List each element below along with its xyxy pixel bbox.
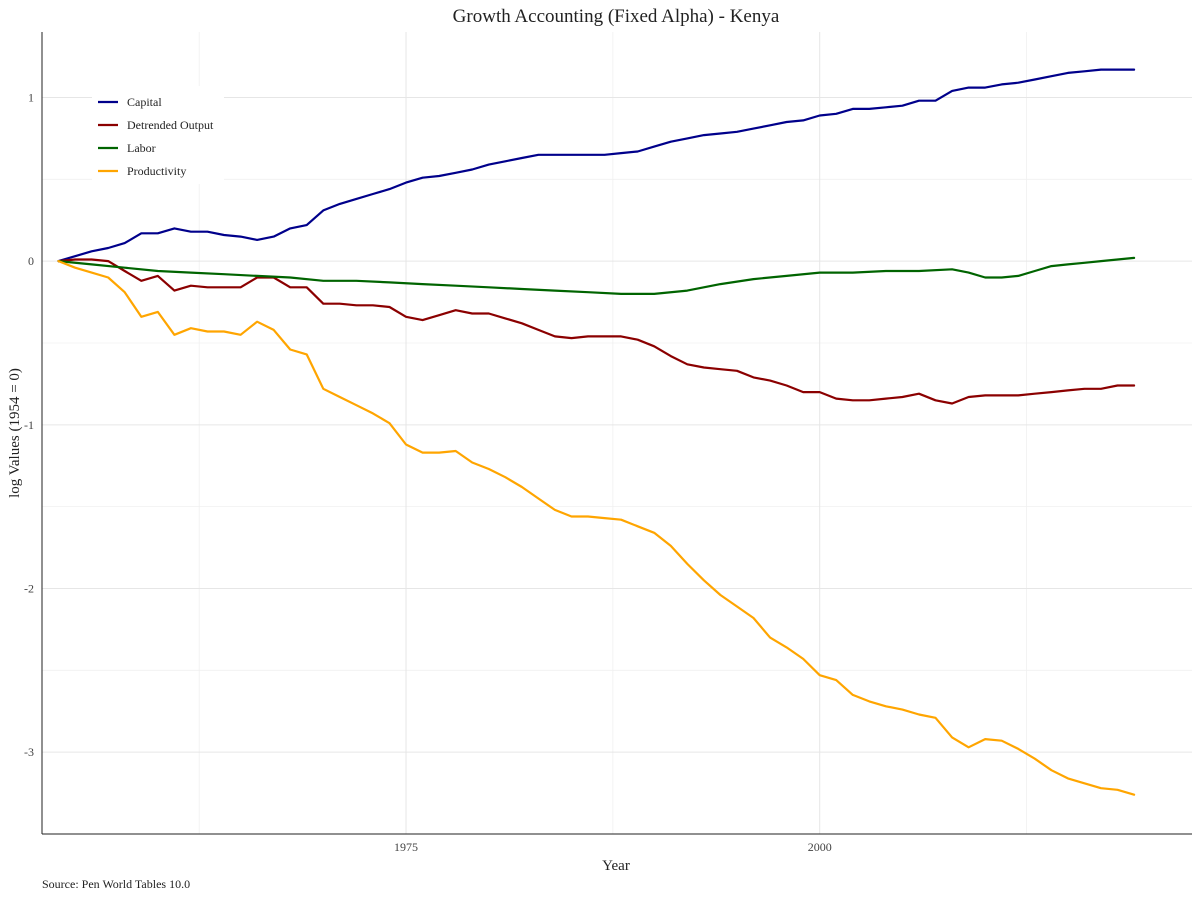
y-tick-label: -1 [24, 418, 34, 432]
x-tick-label: 1975 [394, 840, 418, 854]
series-line-capital [57, 68, 1136, 263]
series-lines [57, 68, 1136, 796]
x-tick-label: 2000 [808, 840, 832, 854]
series-line-productivity [57, 260, 1136, 796]
y-tick-label: -3 [24, 745, 34, 759]
y-tick-label: 1 [28, 90, 34, 104]
legend-label-detrended-output: Detrended Output [127, 118, 214, 132]
chart-title: Growth Accounting (Fixed Alpha) - Kenya [453, 6, 780, 27]
legend-label-labor: Labor [127, 141, 156, 155]
legend: Capital Detrended Output Labor Productivity [92, 86, 224, 184]
series-line-labor [57, 256, 1136, 295]
y-tick-label: -2 [24, 581, 34, 595]
source-caption: Source: Pen World Tables 10.0 [42, 877, 191, 891]
y-tick-label: 0 [28, 254, 34, 268]
legend-label-capital: Capital [127, 95, 162, 109]
legend-label-productivity: Productivity [127, 164, 186, 178]
y-axis-label: log Values (1954 = 0) [7, 368, 23, 498]
x-axis-label: Year [602, 858, 630, 874]
series-line-detrended-output [57, 258, 1136, 405]
tick-labels: -3 -2 -1 0 1 1975 2000 [24, 90, 832, 854]
